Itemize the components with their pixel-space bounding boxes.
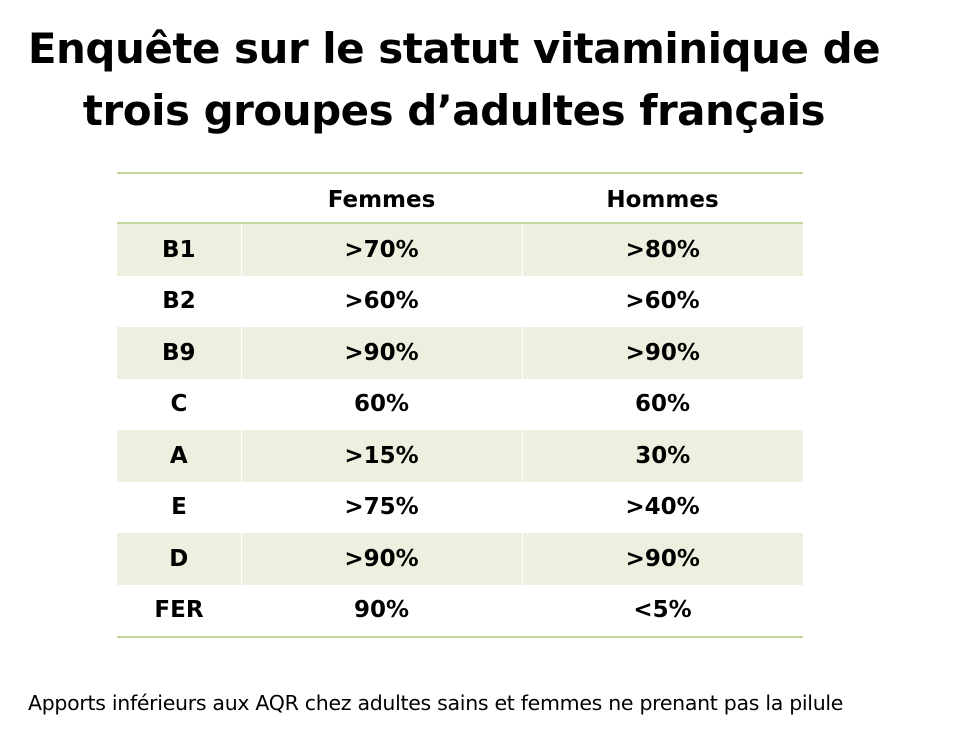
row-label: B1 [117, 223, 241, 276]
cell-femmes: >90% [240, 327, 522, 379]
cell-hommes: >80% [521, 223, 803, 276]
table-row: FER 90% <5% [117, 585, 803, 637]
cell-hommes: >90% [521, 533, 803, 585]
header-empty-cell [117, 173, 241, 223]
row-label: D [117, 533, 241, 585]
cell-hommes: >60% [625, 288, 700, 315]
table-row: B9 >90% >90% [117, 327, 803, 379]
row-label: A [117, 430, 241, 482]
header-hommes: Hommes [606, 187, 719, 213]
page-title: Enquête sur le statut vitaminique de tro… [0, 18, 908, 142]
table-row: E >75% >40% [117, 482, 803, 534]
row-label: B9 [117, 327, 241, 379]
cell-femmes: 60% [353, 391, 410, 418]
title-line-1: Enquête sur le statut vitaminique de [27, 24, 881, 73]
vitamin-status-table: Femmes Hommes B1 >70% >80% B2 >60% >60% … [117, 172, 803, 638]
table-row: D >90% >90% [117, 533, 803, 585]
cell-hommes: 60% [634, 391, 691, 418]
table-row: A >15% 30% [117, 430, 803, 482]
cell-hommes: 30% [521, 430, 803, 482]
cell-femmes: >75% [344, 494, 419, 521]
table-row: B1 >70% >80% [117, 223, 803, 276]
table-header-row: Femmes Hommes [117, 173, 803, 223]
cell-femmes: >60% [344, 288, 419, 315]
cell-femmes: 90% [353, 597, 410, 624]
row-label: FER [154, 597, 204, 624]
cell-hommes: >90% [521, 327, 803, 379]
title-line-2: trois groupes d’adultes français [82, 86, 826, 135]
cell-hommes: <5% [633, 597, 692, 624]
cell-femmes: >70% [240, 223, 522, 276]
row-label: C [170, 391, 188, 418]
table-row: C 60% 60% [117, 379, 803, 431]
header-femmes: Femmes [327, 187, 436, 213]
cell-hommes: >40% [625, 494, 700, 521]
footnote: Apports inférieurs aux AQR chez adultes … [28, 691, 844, 715]
vitamin-table-container: Femmes Hommes B1 >70% >80% B2 >60% >60% … [117, 172, 803, 638]
cell-femmes: >90% [240, 533, 522, 585]
row-label: E [171, 494, 187, 521]
row-label: B2 [162, 288, 196, 315]
table-row: B2 >60% >60% [117, 276, 803, 328]
cell-femmes: >15% [240, 430, 522, 482]
